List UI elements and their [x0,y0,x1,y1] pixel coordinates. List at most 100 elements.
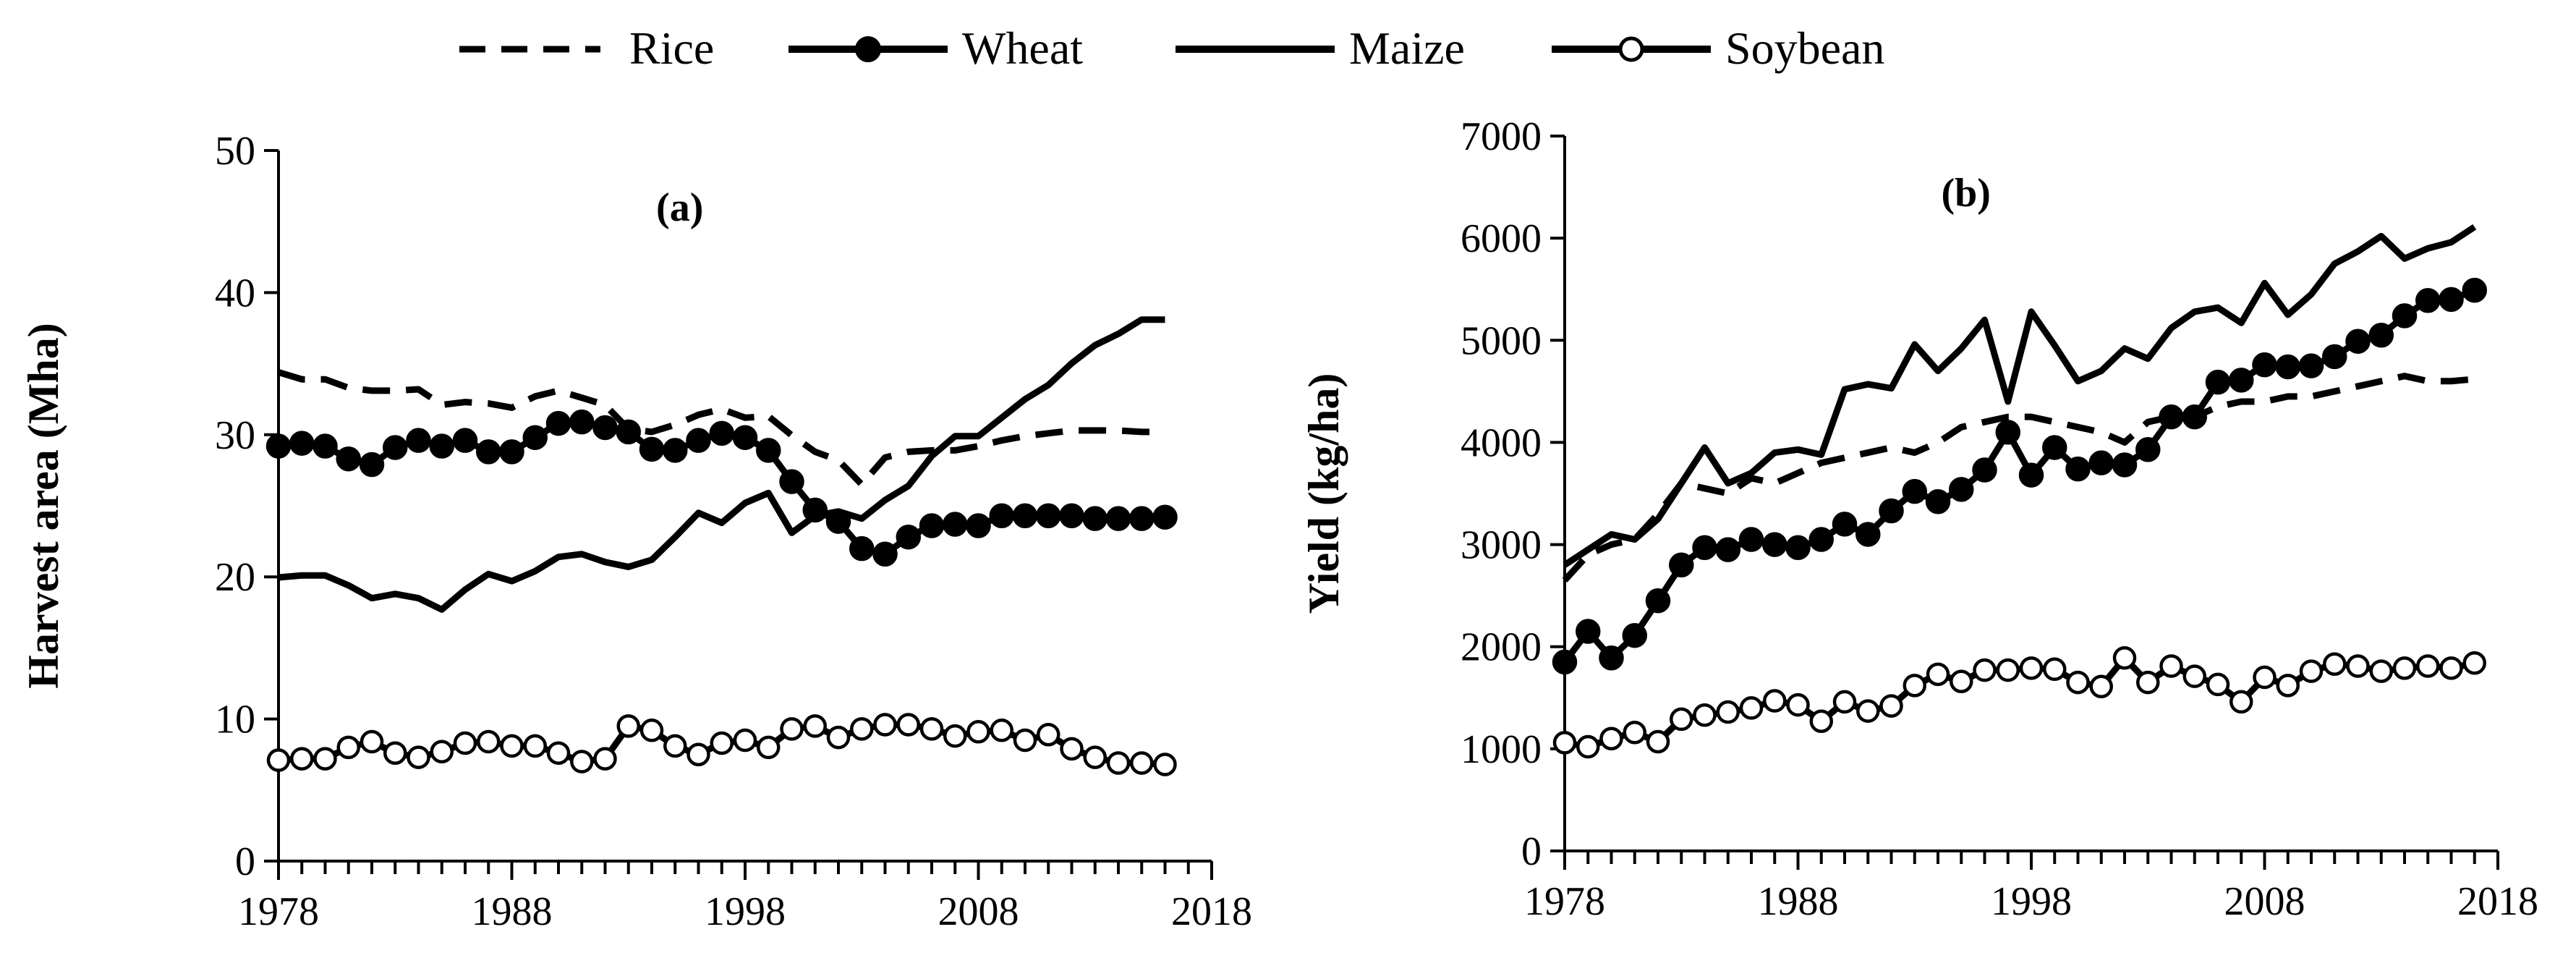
panel-b-point-wheat [2018,462,2044,488]
panel-a-ytick-label: 0 [235,839,255,884]
panel-b-point-wheat [1622,622,1647,648]
panel-a-point-wheat [989,503,1014,528]
panel-a-point-soybean [593,747,617,771]
panel-a-point-soybean [639,719,664,742]
panel-a-point-soybean [757,735,781,760]
panel-b-point-soybean [2276,674,2300,698]
panel-b-point-soybean [2346,654,2370,678]
panel-b-point-soybean [1786,692,1810,717]
panel-b-point-soybean [1623,721,1646,745]
panel-a-point-wheat [1152,504,1178,530]
panel-b-point-soybean [1809,709,1833,733]
panel-a-series-rice [277,369,1165,488]
panel-a-point-soybean [1106,751,1131,775]
panel-a-point-soybean [616,714,640,738]
legend-label-maize: Maize [1349,22,1465,74]
panel-a-point-soybean [383,741,407,765]
panel-b-point-wheat [2392,303,2418,329]
panel-b-xtick-label: 2018 [2457,879,2538,924]
panel-a-series-maize [278,316,1165,613]
panel-b-yield: 0 1000 2000 3000 4000 5000 6000 7000 1978 1988 199… [1300,114,2538,924]
panel-a-point-wheat [592,415,618,441]
panel-b-ytick-label: 1000 [1461,727,1542,772]
panel-b-ytick-label: 2000 [1461,625,1542,670]
panel-a-point-soybean [1153,753,1177,776]
panel-b-point-wheat [2065,456,2091,482]
panel-b-point-soybean [1950,669,1973,693]
panel-a-point-soybean [313,747,337,771]
panel-a-point-wheat [313,433,338,459]
panel-b-ytick-label: 7000 [1461,114,1542,159]
panel-a-point-wheat [1059,503,1084,528]
panel-b-point-soybean [1552,731,1577,755]
panel-a-point-wheat [476,439,501,465]
panel-b-point-wheat [1879,498,1904,524]
panel-a-point-soybean [523,734,547,758]
panel-a-point-wheat [639,436,665,462]
panel-a-ytick-label: 20 [215,555,255,600]
legend-entry-rice: Rice [459,22,714,74]
panel-b-point-soybean [1716,700,1740,724]
panel-a-point-wheat [359,452,385,478]
panel-a-point-soybean [570,750,594,774]
panel-a-point-soybean [943,724,967,748]
panel-a-point-wheat [289,431,315,456]
panel-a-point-soybean [1060,737,1084,761]
legend-marker-soybean [1618,36,1644,62]
panel-a-point-wheat [569,409,595,435]
panel-a-point-soybean [1130,751,1154,775]
panel-a-point-soybean [500,734,524,758]
legend-entry-soybean: Soybean [1552,22,1884,74]
panel-b-point-wheat [2368,322,2394,348]
panel-a-point-wheat [779,469,804,494]
panel-a-point-soybean [803,714,827,738]
legend-entry-wheat: Wheat [788,22,1083,74]
panel-b-point-soybean [2159,654,2183,678]
panel-b-point-wheat [1669,552,1694,578]
panel-b-point-soybean [2136,670,2160,695]
panel-b-point-soybean [1903,674,1926,698]
panel-a-point-wheat [265,433,292,459]
panel-a-point-wheat [966,513,991,538]
panel-a-point-soybean [919,717,944,741]
panel-a-point-soybean [896,713,920,737]
panel-a-xtick-label: 1988 [472,889,553,934]
panel-b-point-soybean [1693,703,1717,727]
panel-a-point-soybean [290,747,314,771]
panel-a-point-wheat [1012,503,1038,528]
panel-b-point-wheat [2415,287,2441,313]
panel-a-point-wheat [406,428,431,453]
legend-label-rice: Rice [629,22,714,74]
panel-a-point-soybean [826,725,851,750]
panel-b-point-wheat [1902,478,1927,504]
panel-b-ytick-label: 3000 [1461,523,1542,568]
panel-b-point-soybean [2323,652,2347,676]
panel-a-point-wheat [919,513,945,538]
panel-a-point-wheat [499,439,524,465]
panel-b-point-wheat [2042,435,2067,460]
panel-b-point-wheat [2322,344,2347,370]
panel-b-point-wheat [2135,437,2161,462]
legend: Rice Wheat Maize Soybean [459,22,1884,74]
panel-a-point-soybean [780,717,804,741]
panel-a-point-wheat [1105,506,1131,531]
panel-b-point-soybean [2253,665,2277,690]
panel-a-point-soybean [990,719,1013,742]
panel-a-point-soybean [430,740,454,764]
panel-a-point-soybean [336,735,360,760]
panel-a-xtick-label: 1978 [238,889,319,934]
legend-label-wheat: Wheat [962,22,1083,74]
panel-a-point-wheat [522,425,548,450]
panel-b-xtick-label: 1978 [1524,879,1605,924]
panel-b-ytick-label: 4000 [1461,420,1542,465]
panel-a-xtick-label: 1998 [705,889,786,934]
panel-b-point-wheat [1762,532,1788,557]
panel-b-xtick-label: 2008 [2224,879,2305,924]
panel-b-point-wheat [1972,457,1997,483]
panel-b-point-soybean [2019,656,2044,680]
panel-a-point-wheat [1082,506,1108,531]
panel-b-point-soybean [2299,659,2324,683]
panel-a-point-soybean [1037,722,1060,747]
panel-a-point-wheat [849,535,875,562]
